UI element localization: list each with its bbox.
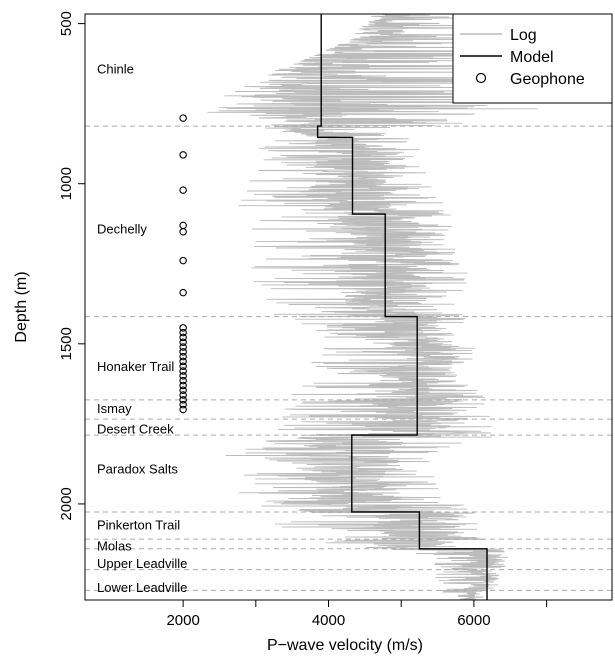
formation-boundaries <box>85 125 612 591</box>
legend-box <box>452 13 613 104</box>
formation-label: Upper Leadville <box>97 556 187 571</box>
geophone-marker <box>179 357 187 366</box>
formation-label: Pinkerton Trail <box>97 518 180 533</box>
geophone-marker <box>179 381 187 390</box>
legend-model-label: Model <box>510 49 554 66</box>
geophone-marker <box>179 348 187 356</box>
formation-label: Dechelly <box>97 222 147 237</box>
formation-label: Molas <box>97 539 132 554</box>
x-tick-label: 2000 <box>166 612 199 629</box>
y-axis-label: Depth (m) <box>13 271 30 342</box>
geophone-marker <box>179 288 187 297</box>
y-tick-label: 2000 <box>58 487 75 520</box>
formation-label: Ismay <box>97 401 132 416</box>
geophone-marker <box>179 367 187 375</box>
geophone-marker <box>179 328 187 337</box>
geophone-marker <box>179 352 187 361</box>
geophone-marker <box>179 338 187 346</box>
formation-label: Paradox Salts <box>97 462 178 477</box>
geophone-marker <box>179 333 187 342</box>
legend-log-label: Log <box>510 27 537 44</box>
geophone-marker <box>179 372 187 380</box>
plot-frame <box>84 13 613 601</box>
geophone-marker <box>179 114 187 122</box>
formation-label: Honaker Trail <box>97 359 174 374</box>
x-tick-label: 4000 <box>312 612 345 629</box>
geophone-marker <box>179 400 187 409</box>
geophone-marker <box>179 405 187 414</box>
y-axis: 500 1000 1500 2000 <box>58 11 85 521</box>
x-tick-label: 6000 <box>457 612 490 629</box>
model-series <box>316 14 488 600</box>
x-axis: 2000 4000 6000 <box>166 600 548 629</box>
geophone-marker <box>179 376 187 385</box>
legend-geophone-swatch <box>475 72 487 84</box>
geophone-marker <box>179 391 187 399</box>
model-step-line <box>316 14 488 600</box>
legend-geophone-label: Geophone <box>510 71 585 88</box>
geophone-marker <box>179 186 187 194</box>
log-series <box>207 13 538 601</box>
geophone-marker <box>179 227 187 236</box>
formation-labels: Chinle Dechelly Honaker Trail Ismay Desert C… <box>97 61 187 595</box>
formation-label: Chinle <box>97 61 134 76</box>
formation-label: Desert Creek <box>97 422 174 437</box>
formation-label: Lower Leadville <box>97 580 187 595</box>
geophone-marker <box>179 396 187 404</box>
geophone-marker <box>179 256 187 265</box>
geophone-marker <box>179 221 187 230</box>
geophone-marker <box>179 324 187 332</box>
y-tick-label: 1000 <box>58 167 75 200</box>
x-axis-label: P−wave velocity (m/s) <box>267 637 423 654</box>
geophone-series <box>179 114 187 414</box>
geophone-marker <box>179 151 187 159</box>
geophone-marker <box>179 386 187 395</box>
geophone-marker <box>179 362 187 370</box>
legend: Log Model Geophone <box>452 13 613 104</box>
y-tick-label: 1500 <box>58 327 75 360</box>
y-tick-label: 500 <box>58 11 75 36</box>
log-trace <box>207 13 538 601</box>
geophone-marker <box>179 343 187 351</box>
